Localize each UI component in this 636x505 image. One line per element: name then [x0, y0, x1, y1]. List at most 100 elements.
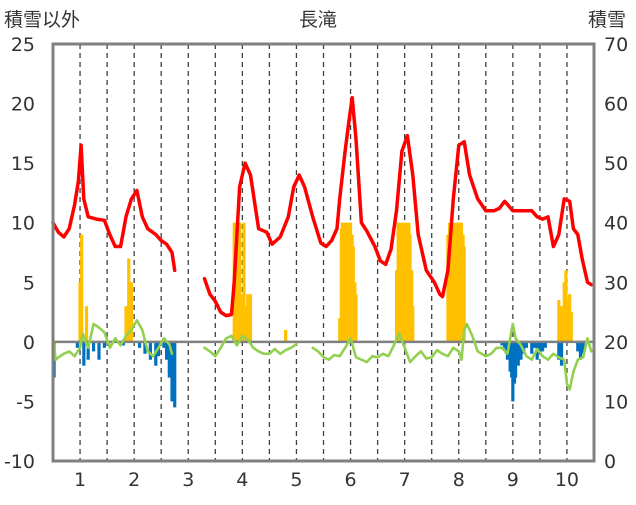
x-tick-label: 9: [507, 469, 519, 491]
bar-mark: [124, 306, 128, 342]
chart-title: 長滝: [299, 9, 337, 31]
bar-mark: [559, 306, 564, 342]
bar-mark: [84, 306, 89, 342]
x-tick-label: 2: [128, 469, 140, 491]
bar-mark: [519, 341, 523, 360]
bar-mark: [568, 294, 572, 342]
bar-mark: [167, 341, 171, 378]
bar-mark: [449, 222, 453, 342]
bar-mark: [543, 341, 547, 348]
bar-mark: [557, 300, 561, 342]
bar-mark: [522, 341, 526, 354]
left-tick-label: 0: [23, 332, 35, 354]
series-line: [203, 334, 298, 358]
right-tick-label: 50: [604, 153, 628, 175]
bar-mark: [513, 341, 518, 378]
bar-mark: [462, 246, 466, 342]
bar-mark: [524, 341, 528, 348]
bar-mark: [500, 341, 504, 346]
bar-mark: [559, 341, 564, 366]
bar-mark: [338, 318, 342, 342]
bar-mark: [170, 341, 174, 402]
right-tick-label: 40: [604, 213, 628, 235]
bar-mark: [243, 306, 248, 342]
bar-mark: [566, 300, 570, 342]
bar-mark: [127, 258, 131, 342]
bar-mark: [238, 222, 242, 342]
bar-mark: [511, 341, 515, 402]
x-tick-label: 8: [453, 469, 465, 491]
x-tick-label: 6: [345, 469, 357, 491]
bar-mark: [102, 341, 106, 348]
series-line: [51, 143, 177, 273]
bar-mark: [143, 341, 147, 354]
bar-mark: [576, 341, 580, 352]
bar-mark: [394, 270, 399, 342]
bar-mark: [346, 222, 350, 342]
left-tick-label: -5: [16, 391, 35, 413]
bar-mark: [162, 341, 166, 348]
left-tick-label: -10: [4, 451, 35, 473]
bar-mark: [530, 341, 534, 354]
x-tick-label: 1: [74, 469, 86, 491]
bar-mark: [403, 228, 407, 342]
left-tick-label: 20: [11, 94, 35, 116]
bar-mark: [248, 294, 253, 342]
bar-mark: [78, 282, 82, 342]
bar-mark: [348, 222, 353, 342]
bar-mark: [354, 294, 358, 342]
bar-mark: [557, 341, 561, 360]
bar-mark: [340, 222, 345, 342]
bar-mark: [137, 341, 142, 348]
bar-mark: [129, 282, 134, 342]
bar-mark: [246, 294, 250, 342]
bar-mark: [405, 228, 409, 342]
bar-mark: [538, 341, 542, 354]
right-tick-label: 10: [604, 391, 628, 413]
x-tick-label: 7: [399, 469, 411, 491]
bar-mark: [569, 312, 573, 342]
bar-mark: [148, 341, 152, 360]
bar-mark: [508, 341, 512, 372]
bar-mark: [165, 341, 169, 360]
bar-mark: [516, 341, 520, 366]
bar-mark: [562, 282, 566, 342]
series-line: [311, 322, 593, 391]
right-tick-label: 20: [604, 332, 628, 354]
bar-mark: [242, 222, 246, 342]
bar-mark: [351, 246, 355, 342]
series-line: [51, 319, 174, 361]
bar-mark: [457, 222, 461, 342]
bar-mark: [400, 234, 404, 342]
x-tick-label: 5: [290, 469, 302, 491]
right-axis-label: 積雪: [588, 9, 626, 31]
bar-mark: [82, 341, 86, 366]
x-tick-label: 10: [555, 469, 579, 491]
bar-mark: [75, 341, 79, 348]
bar-mark: [446, 234, 450, 342]
left-axis-label: 積雪以外: [4, 9, 80, 31]
bar-mark: [581, 341, 585, 354]
bar-mark: [121, 341, 125, 346]
series-line: [202, 95, 594, 318]
right-tick-label: 0: [604, 451, 616, 473]
bar-mark: [284, 329, 288, 342]
left-tick-label: 15: [11, 153, 35, 175]
left-tick-label: 25: [11, 34, 35, 56]
right-tick-label: 30: [604, 272, 628, 294]
left-tick-label: 10: [11, 213, 35, 235]
bar-mark: [86, 341, 90, 360]
bar-mark: [91, 341, 96, 352]
bar-mark: [408, 234, 412, 342]
bar-mark: [564, 270, 568, 342]
bar-mark: [240, 294, 244, 342]
bar-mark: [451, 222, 455, 342]
bar-mark: [97, 341, 101, 360]
bar-mark: [454, 222, 458, 342]
x-tick-label: 3: [182, 469, 194, 491]
bar-mark: [532, 341, 537, 348]
bar-mark: [578, 341, 583, 360]
